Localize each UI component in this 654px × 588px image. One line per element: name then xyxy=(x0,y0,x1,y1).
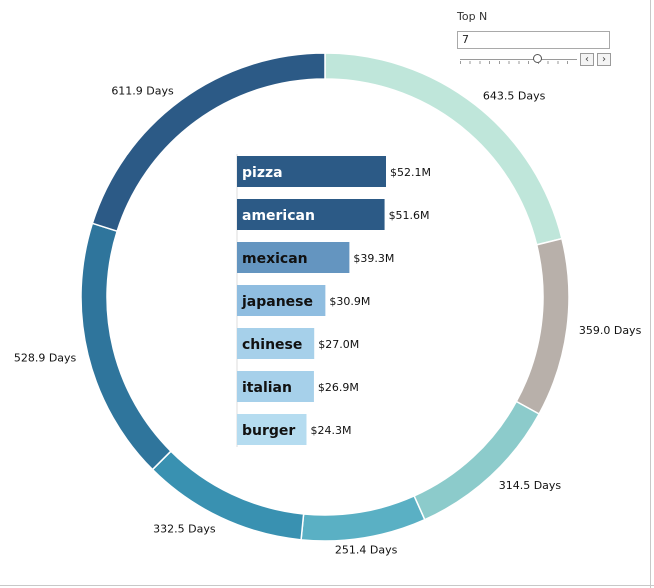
donut-slice[interactable] xyxy=(91,52,326,233)
bar-category-label: american xyxy=(242,208,315,224)
frame-border-right xyxy=(650,0,651,588)
donut-slice-label: 314.5 Days xyxy=(499,479,562,492)
bar-value-label: $26.9M xyxy=(318,381,359,394)
donut-chart: 643.5 Days 359.0 Days 314.5 Days 251.4 Days… xyxy=(14,52,642,557)
bar-category-label: japanese xyxy=(241,294,313,310)
bar-value-label: $51.6M xyxy=(389,209,430,222)
bar-category-label: burger xyxy=(242,423,295,439)
top-n-title: Top N xyxy=(457,10,488,23)
slider-ticks xyxy=(460,60,577,64)
bar-value-label: $30.9M xyxy=(329,295,370,308)
bar-value-label: $52.1M xyxy=(390,166,431,179)
chevron-left-icon[interactable]: ‹ xyxy=(580,52,594,66)
donut-slice-label: 611.9 Days xyxy=(111,84,174,97)
frame-border-bottom xyxy=(0,585,654,586)
bar-value-label: $27.0M xyxy=(318,338,359,351)
slider-track xyxy=(460,58,577,60)
donut-slice-label: 528.9 Days xyxy=(14,352,77,365)
top-n-slider[interactable]: ‹ › xyxy=(457,52,617,68)
donut-slice-label: 359.0 Days xyxy=(579,324,642,337)
donut-slice[interactable] xyxy=(80,222,172,471)
bar[interactable] xyxy=(237,371,314,402)
bar-category-label: chinese xyxy=(242,337,302,353)
bar-category-label: pizza xyxy=(242,165,283,181)
bar[interactable] xyxy=(237,242,350,273)
bar-value-label: $24.3M xyxy=(310,424,351,437)
donut-slice[interactable] xyxy=(515,237,570,416)
donut-slice-label: 332.5 Days xyxy=(153,522,216,535)
bar-chart: pizza $52.1M american $51.6M mexican $39.3M ja… xyxy=(236,154,431,447)
top-n-input[interactable] xyxy=(457,30,610,49)
bar[interactable] xyxy=(237,199,385,230)
bar-category-label: mexican xyxy=(242,251,308,267)
top-n-filter: Top N ‹ › xyxy=(457,10,617,68)
donut-slice-label: 251.4 Days xyxy=(335,544,398,557)
chevron-right-icon[interactable]: › xyxy=(597,52,611,66)
bar[interactable] xyxy=(237,414,307,445)
bar-category-label: italian xyxy=(242,380,292,396)
bar[interactable] xyxy=(237,285,326,316)
slider-thumb[interactable] xyxy=(533,53,543,63)
donut-slice[interactable] xyxy=(413,400,541,521)
donut-slice[interactable] xyxy=(300,494,426,542)
bar[interactable] xyxy=(237,328,315,359)
bar[interactable] xyxy=(237,156,386,187)
bar-value-label: $39.3M xyxy=(353,252,394,265)
donut-slice-label: 643.5 Days xyxy=(483,89,546,102)
